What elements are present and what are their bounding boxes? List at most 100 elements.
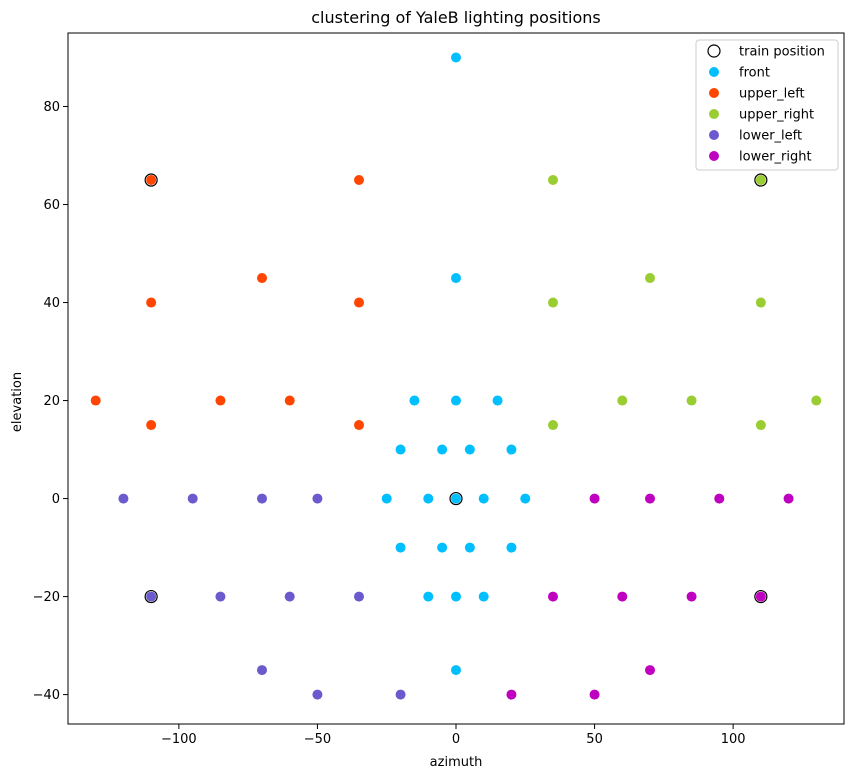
point-upper_right [811,395,822,406]
legend-label: front [739,66,770,81]
point-front [464,444,475,455]
point-upper_left [284,395,295,406]
point-lower_left [312,493,323,504]
point-upper_left [146,420,157,431]
legend-marker-upper_right [709,109,719,119]
point-lower_left [118,493,129,504]
y-tick-label: 60 [43,198,60,213]
point-front [423,591,434,602]
y-axis: −40 −20 0 20 40 60 80 [33,100,68,703]
point-front [451,493,461,504]
point-train-position [754,589,768,604]
point-upper_right [645,273,655,284]
point-lower_right [755,591,766,602]
point-front [506,444,517,455]
y-tick-label: −20 [33,590,60,605]
legend-marker-front [709,67,719,77]
point-front [437,444,448,455]
point-upper_right [548,297,558,308]
y-tick-label: −40 [33,688,60,703]
point-upper_right [755,297,766,308]
point-lower_right [686,591,697,602]
point-lower_left [257,665,267,676]
legend-marker-lower_right [709,151,719,161]
point-lower_left [312,689,323,700]
point-front [464,542,475,553]
point-lower_left [354,591,364,602]
legend-label: train position [739,45,825,60]
y-tick-label: 80 [43,100,60,115]
point-front [395,542,406,553]
y-axis-label: elevation [10,372,25,432]
point-upper_left [146,175,157,186]
point-front [506,542,517,553]
point-lower_right [714,493,725,504]
point-train-position [754,173,768,187]
x-axis: −100 −50 0 50 100 [161,724,746,747]
legend-marker-train-position [707,44,721,58]
point-front [451,273,461,284]
point-front [451,395,461,406]
legend-label: upper_left [739,87,805,102]
point-upper_right [755,420,766,431]
point-upper_right [548,175,558,186]
x-tick-label: −50 [304,732,331,747]
point-lower_left [215,591,226,602]
point-lower_right [617,591,628,602]
point-front [381,493,392,504]
point-upper_right [617,395,628,406]
point-train-position [449,491,463,506]
point-lower_right [645,665,655,676]
legend: train position front upper_left upper_right… [695,39,839,171]
y-tick-label: 20 [43,394,60,409]
x-tick-label: 100 [721,732,746,747]
y-tick-label: 0 [52,492,60,507]
point-upper_left [354,297,364,308]
point-lower_left [395,689,406,700]
plot-area [90,52,822,700]
legend-marker-upper_left [709,88,719,98]
point-front [451,591,461,602]
point-upper_left [215,395,226,406]
point-lower_left [146,591,157,602]
point-front [451,52,461,63]
x-tick-label: 50 [586,732,603,747]
point-front [437,542,448,553]
legend-marker-lower_left [709,130,719,140]
point-upper_left [90,395,101,406]
point-lower_right [589,493,600,504]
point-upper_right [548,420,558,431]
legend-box [695,39,839,171]
legend-label: lower_left [739,129,802,144]
point-lower_left [257,493,267,504]
x-tick-label: 0 [452,732,460,747]
point-upper_left [354,420,364,431]
point-lower_right [645,493,655,504]
point-upper_left [146,297,157,308]
point-front [423,493,434,504]
x-tick-label: −100 [161,732,197,747]
legend-label: lower_right [739,150,812,165]
point-lower_left [187,493,198,504]
point-upper_right [755,175,766,186]
point-front [478,591,489,602]
point-front [409,395,420,406]
chart-title: clustering of YaleB lighting positions [311,8,600,27]
point-lower_right [589,689,600,700]
point-front [451,665,461,676]
point-lower_right [548,591,558,602]
point-train-position [144,589,158,604]
point-front [520,493,531,504]
point-upper_right [686,395,697,406]
point-front [395,444,406,455]
point-front [478,493,489,504]
y-tick-label: 40 [43,296,60,311]
point-front [492,395,503,406]
point-lower_right [783,493,794,504]
point-upper_left [257,273,267,284]
point-lower_left [284,591,295,602]
point-train-position [144,173,158,187]
legend-label: upper_right [739,108,814,123]
point-upper_left [354,175,364,186]
